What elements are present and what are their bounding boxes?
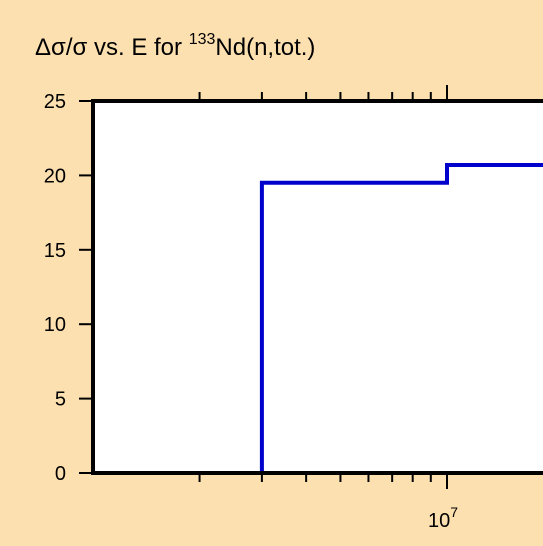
plot-area bbox=[93, 101, 543, 473]
y-tick-label: 0 bbox=[55, 463, 66, 485]
y-tick-label: 5 bbox=[55, 389, 66, 411]
chart-title-suffix: Nd(n,tot.) bbox=[215, 34, 315, 61]
y-tick-label: 20 bbox=[44, 165, 66, 187]
x-tick-label-exponent: 7 bbox=[450, 504, 458, 520]
axes-frame bbox=[91, 99, 543, 475]
y-tick-label: 15 bbox=[44, 240, 66, 262]
chart-title-superscript: 133 bbox=[189, 31, 216, 48]
series-line bbox=[259, 163, 543, 473]
y-tick-label: 10 bbox=[44, 314, 66, 336]
series-group bbox=[259, 163, 543, 473]
y-ticks: 0 5 10 15 20 25 bbox=[44, 91, 93, 485]
chart-title: Δσ/σ vs. E for 133Nd(n,tot.) bbox=[35, 31, 315, 61]
y-tick-label: 25 bbox=[44, 91, 66, 113]
x-tick-label-base: 10 bbox=[428, 510, 450, 532]
chart-title-prefix: Δσ/σ vs. E for bbox=[35, 34, 189, 61]
x-tick-label: 107 bbox=[428, 504, 458, 532]
